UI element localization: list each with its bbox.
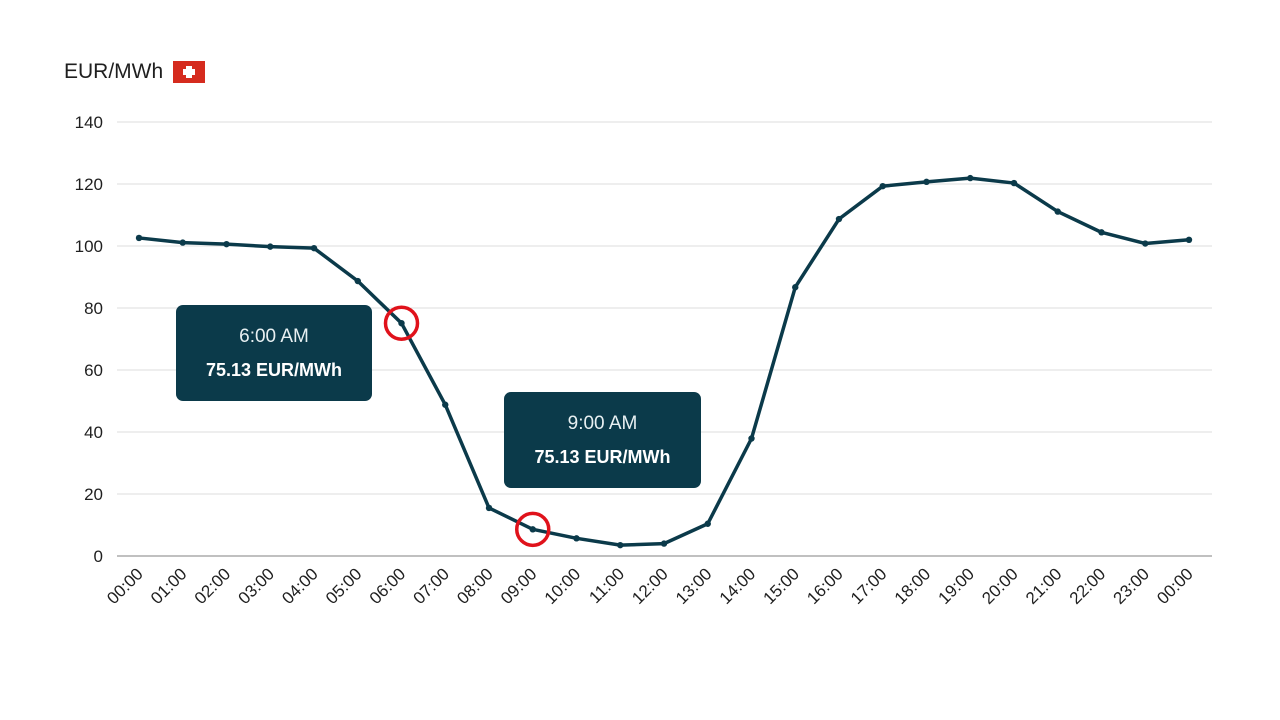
data-point bbox=[310, 244, 318, 252]
data-point bbox=[223, 240, 230, 248]
x-tick-label: 05:00 bbox=[322, 564, 366, 608]
x-tick-label: 09:00 bbox=[497, 564, 541, 608]
data-point bbox=[1010, 179, 1018, 187]
data-point bbox=[135, 234, 143, 242]
callout-time: 9:00 AM bbox=[567, 413, 638, 434]
data-point bbox=[1054, 208, 1061, 215]
x-tick-label: 22:00 bbox=[1066, 564, 1110, 608]
x-tick-label: 03:00 bbox=[235, 564, 279, 608]
y-tick-label: 40 bbox=[84, 423, 103, 442]
data-point bbox=[442, 401, 449, 408]
y-tick-label: 20 bbox=[84, 485, 103, 504]
y-tick-label: 140 bbox=[75, 113, 103, 132]
data-point bbox=[573, 535, 580, 542]
data-point bbox=[1142, 240, 1149, 247]
swiss-flag-icon bbox=[173, 61, 206, 83]
callout-price: 75.13 EUR/MWh bbox=[205, 360, 343, 380]
y-tick-label: 80 bbox=[84, 299, 103, 318]
x-tick-label: 11:00 bbox=[585, 564, 628, 607]
x-tick-label: 08:00 bbox=[453, 564, 497, 608]
data-point bbox=[1185, 236, 1193, 243]
series-layer bbox=[135, 174, 1193, 549]
data-point bbox=[967, 174, 974, 182]
data-point bbox=[179, 239, 186, 246]
x-tick-label: 20:00 bbox=[978, 564, 1022, 608]
data-point bbox=[704, 520, 711, 527]
x-tick-label: 13:00 bbox=[672, 564, 716, 608]
x-tick-label: 17:00 bbox=[847, 564, 891, 608]
x-tick-label: 15:00 bbox=[760, 564, 804, 608]
x-tick-label: 04:00 bbox=[278, 564, 322, 608]
y-tick-label: 120 bbox=[75, 175, 103, 194]
callout-time: 6:00 AM bbox=[239, 326, 309, 347]
x-tick-label: 23:00 bbox=[1110, 564, 1154, 608]
x-tick-label: 18:00 bbox=[891, 564, 935, 608]
x-axis-ticks: 00:00 01:00 02:00 03:00 04:00 05:00 06:00 07:00… bbox=[103, 564, 1197, 608]
data-point bbox=[354, 277, 361, 285]
y-tick-label: 60 bbox=[84, 361, 103, 380]
data-point bbox=[879, 182, 886, 190]
x-tick-label: 14:00 bbox=[716, 564, 760, 608]
data-point bbox=[267, 243, 274, 250]
data-point bbox=[792, 284, 799, 291]
data-point bbox=[923, 178, 930, 186]
x-tick-label: 01:00 bbox=[147, 564, 191, 608]
callout-9am: 9:00 AM 75.13 EUR/MWh bbox=[504, 392, 701, 488]
y-tick-label: 100 bbox=[75, 237, 103, 256]
x-tick-label: 00:00 bbox=[103, 564, 147, 608]
x-tick-label: 06:00 bbox=[366, 564, 410, 608]
y-tick-label: 0 bbox=[94, 547, 103, 566]
data-point bbox=[617, 541, 624, 549]
x-tick-label: 16:00 bbox=[803, 564, 847, 608]
highlight-ring bbox=[515, 511, 551, 548]
y-axis-ticks: 0 20 40 60 80 100 120 140 bbox=[75, 113, 103, 566]
x-tick-label: 00:00 bbox=[1153, 564, 1197, 608]
x-tick-label: 21:00 bbox=[1022, 564, 1066, 608]
highlight-layer bbox=[383, 305, 551, 548]
unit-text: EUR/MWh bbox=[64, 60, 164, 83]
x-tick-label: 02:00 bbox=[191, 564, 235, 608]
x-tick-label: 10:00 bbox=[541, 564, 585, 608]
callout-price: 75.13 EUR/MWh bbox=[534, 447, 671, 467]
data-point bbox=[660, 540, 668, 547]
data-point bbox=[748, 435, 755, 442]
x-tick-label: 07:00 bbox=[410, 564, 454, 608]
x-tick-label: 19:00 bbox=[935, 564, 979, 608]
x-tick-label: 12:00 bbox=[628, 564, 672, 608]
highlight-ring bbox=[383, 305, 420, 341]
data-point bbox=[529, 526, 536, 533]
data-point bbox=[485, 504, 493, 512]
grid-lines bbox=[117, 121, 1212, 557]
y-axis-unit-label: EUR/MWh bbox=[64, 60, 206, 84]
data-point bbox=[1098, 229, 1105, 236]
data-point bbox=[835, 215, 843, 223]
data-point bbox=[398, 319, 405, 327]
callout-6am: 6:00 AM 75.13 EUR/MWh bbox=[176, 305, 372, 401]
